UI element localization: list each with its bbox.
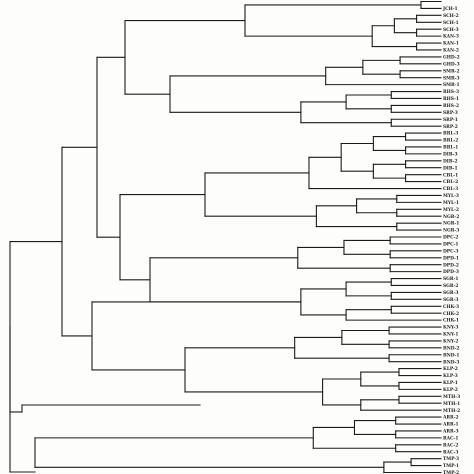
leaf-label: KNY-1 xyxy=(443,333,458,338)
leaf-label: DPC-1 xyxy=(443,243,458,248)
leaf-label: DIB-3 xyxy=(443,152,458,157)
leaf-label: CHK-3 xyxy=(443,305,459,310)
leaf-label: DPD-3 xyxy=(443,270,459,275)
leaf-label: SCH-3 xyxy=(443,28,459,33)
leaf-label: BND-1 xyxy=(443,353,460,358)
leaf-label: CBL-2 xyxy=(443,180,458,185)
leaf-label: ARR-3 xyxy=(442,430,459,435)
leaf-label: NGR-3 xyxy=(443,229,459,234)
leaf-label: ARR-1 xyxy=(442,423,459,428)
leaf-label: ARR-2 xyxy=(442,416,459,421)
leaf-label: SMR-3 xyxy=(443,76,460,81)
leaf-label: KLP-2 xyxy=(443,388,458,393)
leaf-label: BRL-2 xyxy=(443,139,458,144)
leaf-label: CHK-1 xyxy=(443,319,459,324)
leaf-label: SMR-1 xyxy=(443,83,460,88)
leaf-label: TMP-1 xyxy=(443,464,459,469)
leaf-label: SRP-2 xyxy=(443,125,458,130)
leaf-label: GHD-2 xyxy=(443,56,460,61)
leaf-label: RAC-2 xyxy=(443,443,458,448)
leaf-label: GHD-3 xyxy=(443,62,460,67)
leaf-label: MYL-3 xyxy=(443,194,459,199)
leaf-label: DIB-2 xyxy=(443,159,458,164)
leaf-label: MTH-3 xyxy=(443,395,460,400)
leaf-label: RHS-3 xyxy=(443,90,459,95)
dendrogram-branches xyxy=(9,0,442,474)
leaf-label: BND-3 xyxy=(443,360,460,365)
leaf-label: SCH-1 xyxy=(443,21,459,26)
leaf-label: KLP-3 xyxy=(443,374,458,379)
leaf-label: NGR-2 xyxy=(443,215,459,220)
leaf-label: KNY-2 xyxy=(443,339,458,344)
leaf-label: KLP-1 xyxy=(443,381,458,386)
leaf-label: SGR-1 xyxy=(443,277,458,282)
leaf-label: MTH-1 xyxy=(443,402,460,407)
leaf-label: DIB-1 xyxy=(443,166,458,171)
leaf-label: DPC-2 xyxy=(443,236,458,241)
leaf-label: SRP-1 xyxy=(443,118,458,123)
leaf-label: MYL-1 xyxy=(443,201,459,206)
leaf-labels: JCH-1 SCH-2 SCH-1 SCH-3 KAN-3 KAN-1 KAN-2 GHD-2… xyxy=(442,7,460,474)
leaf-label: DPD-2 xyxy=(443,263,459,268)
leaf-label: CHK-2 xyxy=(443,312,459,317)
leaf-label: SMR-2 xyxy=(443,69,460,74)
leaf-label: RAC-1 xyxy=(443,436,458,441)
leaf-label: RAC-3 xyxy=(443,450,458,455)
leaf-label: KAN-3 xyxy=(443,35,459,40)
leaf-label: TMP-3 xyxy=(443,457,459,462)
leaf-label: DPD-1 xyxy=(443,256,459,261)
leaf-label: RHS-2 xyxy=(443,104,459,109)
leaf-label: KNY-3 xyxy=(443,326,458,331)
leaf-label: NGR-1 xyxy=(443,222,459,227)
leaf-label: BRL-1 xyxy=(443,146,458,151)
leaf-label: SCH-2 xyxy=(443,14,459,19)
leaf-label: KLP-2 xyxy=(443,367,458,372)
leaf-label: RHS-1 xyxy=(443,97,459,102)
leaf-label: CBL-3 xyxy=(443,187,458,192)
leaf-label: BND-2 xyxy=(443,346,460,351)
leaf-label: CBL-1 xyxy=(443,173,458,178)
leaf-label: KAN-1 xyxy=(443,42,459,47)
leaf-label: JCH-1 xyxy=(442,7,458,12)
leaf-label: SGR-2 xyxy=(443,284,458,289)
leaf-label: MTH-2 xyxy=(443,409,460,414)
leaf-label: BRL-3 xyxy=(443,132,458,137)
leaf-label: SRP-3 xyxy=(443,111,458,116)
leaf-label: SGR-3 xyxy=(443,298,458,303)
leaf-label: TMP-2 xyxy=(443,471,459,474)
leaf-label: MYL-2 xyxy=(443,208,459,213)
leaf-label: KAN-2 xyxy=(443,49,459,54)
leaf-label: SGR-3 xyxy=(443,291,458,296)
leaf-label: DPC-3 xyxy=(443,249,458,254)
